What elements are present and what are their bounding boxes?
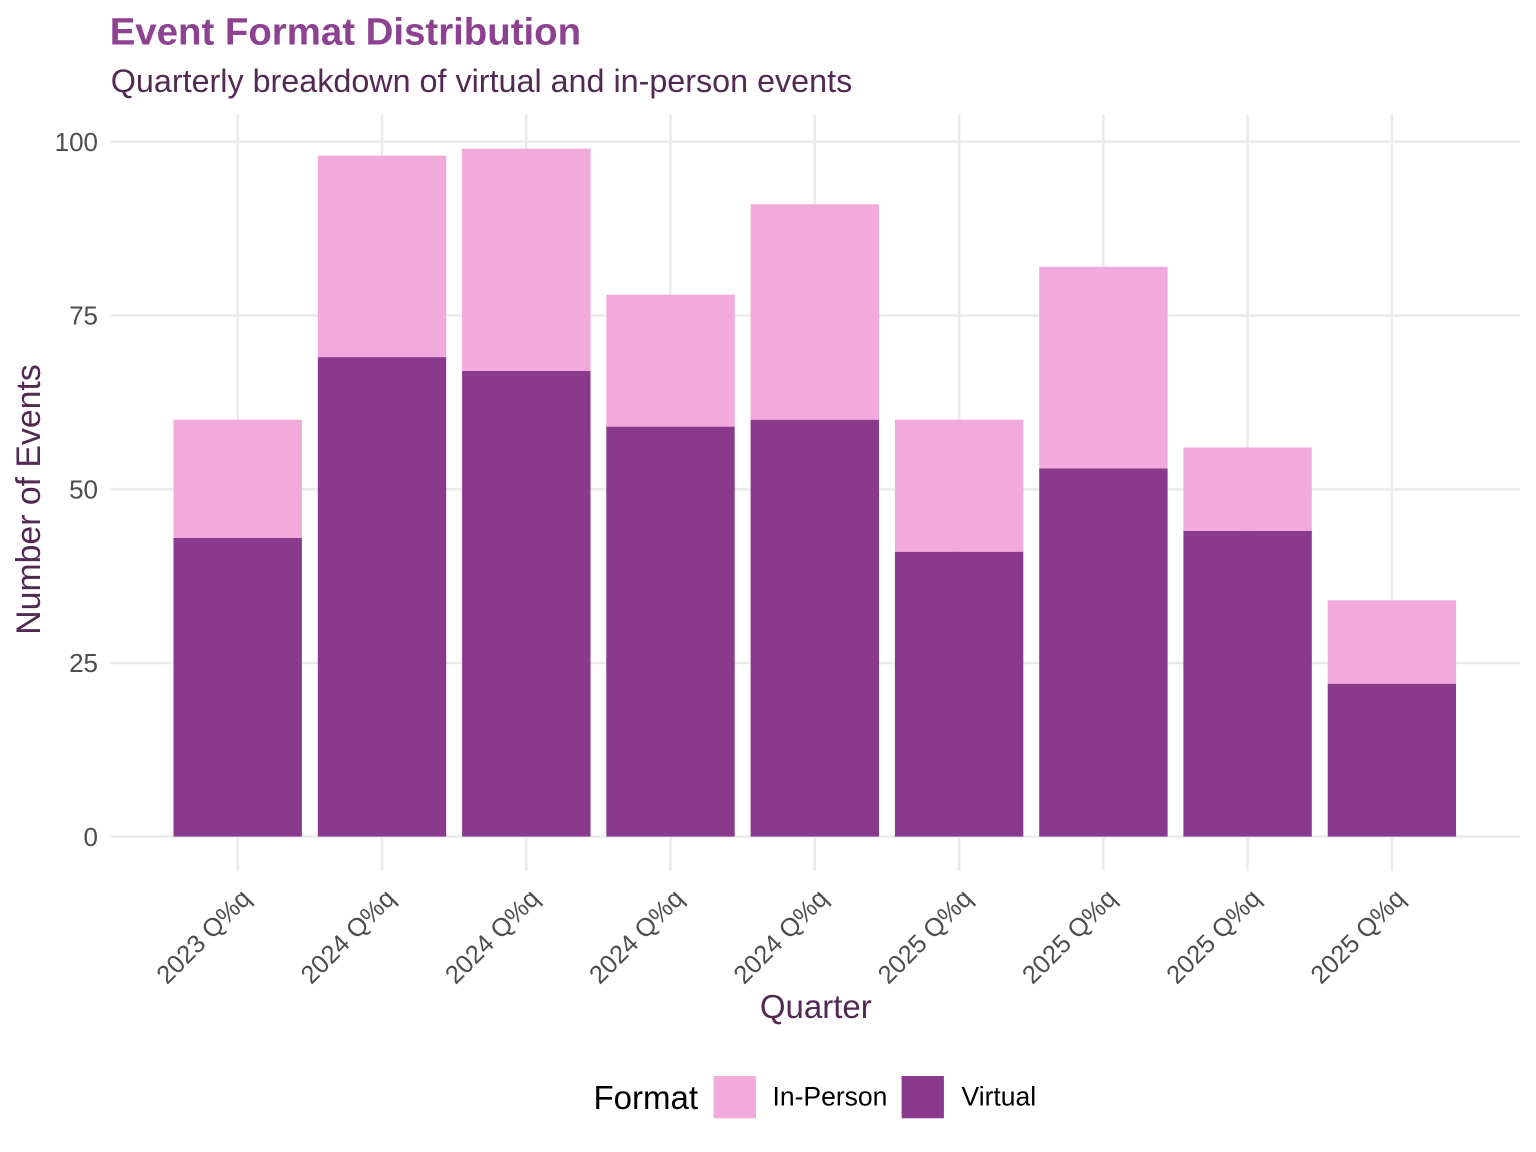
svg-text:Virtual: Virtual (962, 1082, 1037, 1112)
svg-text:Event Format Distribution: Event Format Distribution (110, 11, 581, 54)
svg-text:Number of Events: Number of Events (10, 364, 48, 635)
svg-text:Quarterly breakdown of virtual: Quarterly breakdown of virtual and in-pe… (111, 63, 852, 99)
svg-text:0: 0 (84, 822, 98, 852)
svg-text:In-Person: In-Person (773, 1082, 888, 1112)
svg-text:100: 100 (55, 127, 98, 157)
svg-text:25: 25 (69, 648, 98, 678)
svg-text:75: 75 (69, 301, 98, 331)
svg-text:Format: Format (594, 1079, 699, 1116)
svg-text:Quarter: Quarter (760, 988, 872, 1025)
svg-text:50: 50 (69, 475, 98, 505)
